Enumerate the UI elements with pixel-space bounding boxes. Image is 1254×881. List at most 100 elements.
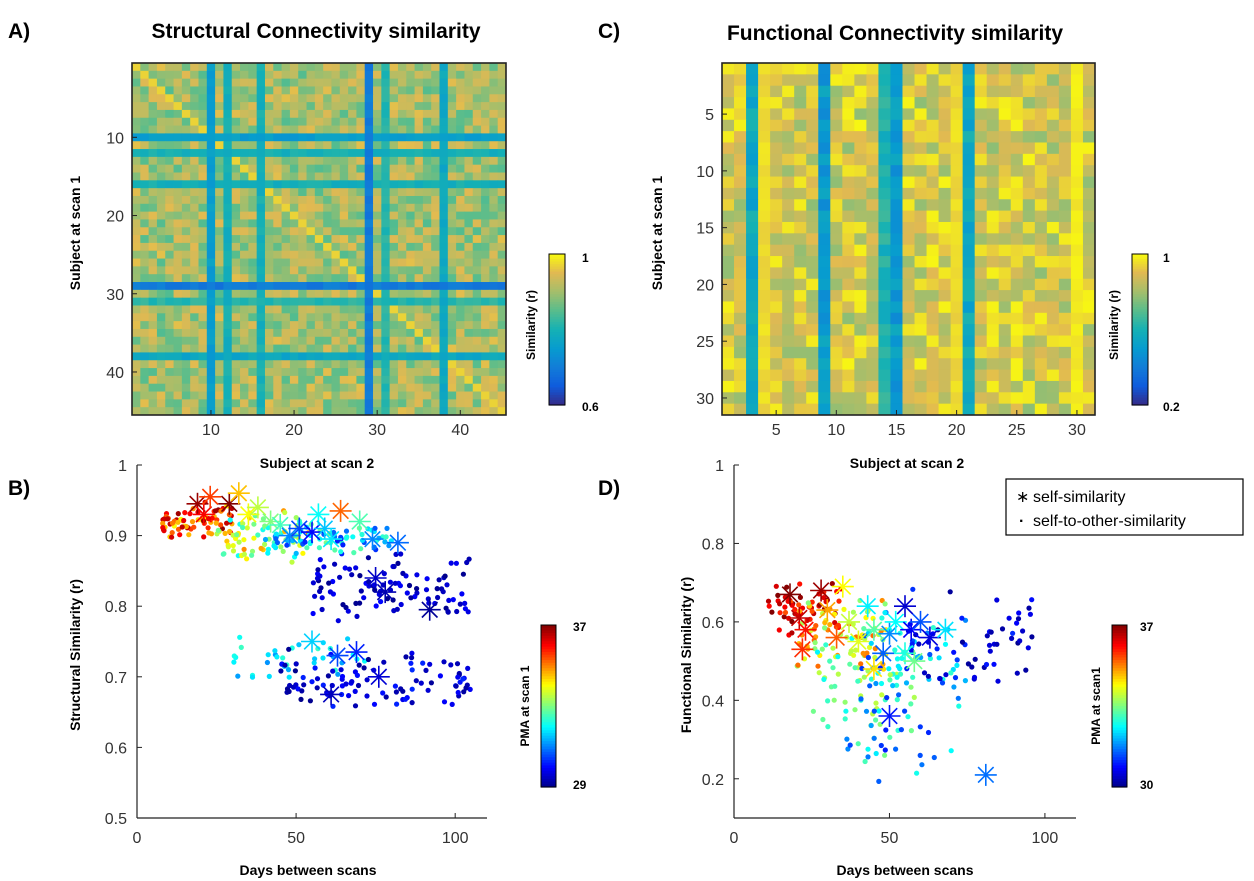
heatmap-cell — [348, 125, 357, 134]
heatmap-cell — [422, 172, 432, 181]
heatmap-cell — [456, 282, 465, 291]
heatmap-cell — [206, 125, 216, 134]
heatmap-cell — [439, 195, 449, 205]
heatmap-cell — [830, 210, 843, 223]
heatmap-cell — [223, 289, 233, 299]
heatmap-cell — [794, 131, 807, 143]
heatmap-cell — [406, 368, 416, 377]
heatmap-cell — [289, 188, 299, 197]
heatmap-cell — [734, 85, 747, 98]
heatmap-cell — [489, 133, 499, 142]
heatmap-cell — [854, 392, 867, 405]
heatmap-cell — [422, 149, 432, 158]
heatmap-cell — [373, 250, 382, 260]
heatmap-cell — [148, 336, 158, 346]
heatmap-cell — [794, 85, 807, 98]
heatmap-cell — [173, 141, 183, 150]
heatmap-cell — [273, 352, 283, 361]
colorbar-segment — [1132, 316, 1148, 321]
heatmap-cell — [422, 133, 432, 142]
self-to-other-dot — [251, 535, 257, 541]
heatmap-cell — [381, 242, 391, 252]
heatmap-cell — [1022, 210, 1036, 223]
heatmap-cell — [746, 97, 759, 109]
heatmap-cell — [397, 117, 407, 127]
colorbar-segment — [1112, 741, 1127, 745]
heatmap-cell — [950, 346, 964, 359]
heatmap-cell — [148, 94, 158, 103]
self-to-other-dot — [882, 747, 888, 753]
heatmap-cell — [281, 266, 291, 275]
heatmap-cell — [264, 78, 274, 87]
heatmap-cell — [132, 391, 141, 400]
heatmap-cell — [289, 305, 299, 314]
heatmap-cell — [974, 312, 988, 325]
heatmap-cell — [439, 172, 449, 181]
heatmap-cell — [464, 78, 474, 87]
heatmap-cell — [422, 368, 432, 377]
heatmap-cell — [854, 324, 867, 337]
colorbar-segment — [1112, 697, 1127, 702]
heatmap-cell — [794, 244, 807, 257]
heatmap-cell — [148, 305, 158, 314]
heatmap-cell — [306, 109, 316, 119]
heatmap-cell — [447, 274, 457, 283]
self-to-other-dot — [182, 509, 188, 516]
heatmap-cell — [306, 219, 316, 228]
heatmap-cell — [746, 221, 759, 234]
heatmap-cell — [464, 360, 474, 369]
x-tick-label: 10 — [827, 422, 845, 439]
heatmap-cell — [397, 297, 407, 306]
heatmap-cell — [373, 328, 382, 338]
heatmap-cell — [974, 256, 988, 268]
self-to-other-dot — [462, 600, 468, 607]
heatmap-cell — [140, 250, 150, 260]
heatmap-cell — [240, 274, 249, 283]
heatmap-cell — [950, 108, 964, 121]
heatmap-cell — [722, 267, 735, 280]
self-to-other-dot — [278, 668, 284, 674]
heatmap-cell — [950, 392, 964, 405]
heatmap-cell — [264, 133, 274, 142]
self-to-other-dot — [782, 609, 789, 616]
heatmap-cell — [306, 407, 316, 416]
heatmap-cell — [497, 352, 507, 361]
heatmap-cell — [472, 117, 482, 127]
heatmap-cell — [842, 131, 855, 143]
heatmap-cell — [356, 274, 366, 283]
colorbar-segment — [1112, 735, 1127, 739]
colorbar-segment — [549, 326, 565, 331]
heatmap-cell — [206, 203, 216, 213]
self-to-other-dot — [383, 534, 389, 540]
heatmap-cell — [381, 102, 391, 111]
self-to-other-dot — [392, 683, 398, 689]
heatmap-cell — [794, 301, 807, 314]
heatmap-cell — [248, 242, 258, 252]
heatmap-cell — [256, 109, 266, 119]
heatmap-cell — [206, 242, 216, 252]
heatmap-cell — [746, 290, 759, 302]
heatmap-cell — [986, 278, 1000, 291]
heatmap-cell — [464, 383, 474, 393]
heatmap-cell — [1082, 392, 1096, 405]
heatmap-cell — [273, 164, 283, 174]
heatmap-cell — [181, 180, 191, 189]
heatmap-cell — [456, 203, 465, 213]
heatmap-cell — [926, 346, 940, 359]
self-to-other-dot — [815, 663, 821, 669]
self-to-other-dot — [465, 609, 471, 615]
heatmap-cell — [173, 211, 183, 220]
heatmap-cell — [148, 117, 158, 127]
heatmap-cell — [165, 250, 175, 260]
heatmap-cell — [926, 403, 940, 416]
heatmap-cell — [397, 188, 407, 197]
heatmap-cell — [298, 86, 308, 95]
heatmap-cell — [456, 250, 465, 260]
heatmap-cell — [439, 117, 449, 127]
colorbar-segment — [549, 402, 565, 406]
heatmap-cell — [165, 203, 175, 213]
colorbar-segment — [541, 687, 556, 691]
colorbar-segment — [1132, 339, 1148, 343]
heatmap-cell — [397, 336, 407, 346]
heatmap-cell — [902, 63, 916, 75]
